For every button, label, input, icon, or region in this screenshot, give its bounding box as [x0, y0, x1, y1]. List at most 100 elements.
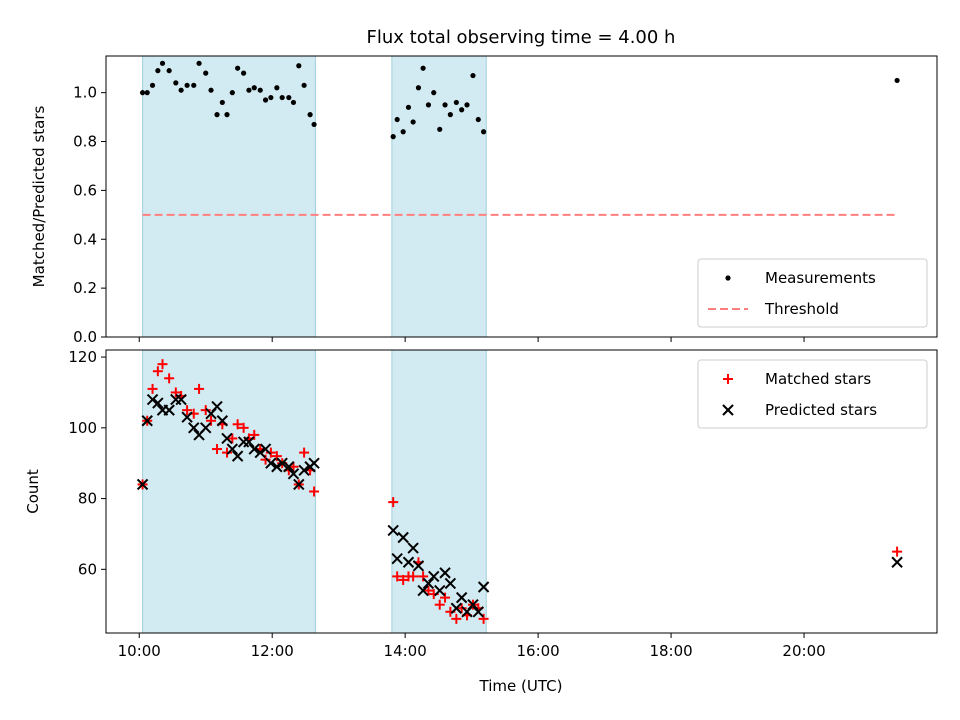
data-point-0-0-31 — [311, 121, 317, 128]
data-point-0-0-50 — [894, 77, 900, 84]
data-point-1-1-36 — [407, 542, 419, 554]
legend-label-1-1: Predicted stars — [765, 401, 877, 419]
data-point-0-0-2 — [149, 82, 156, 88]
data-point-1-0-17 — [232, 419, 243, 430]
legend-0: Measurements Threshold — [697, 258, 928, 328]
shaded-interval-0-0 — [142, 55, 316, 338]
data-point-1-0-44 — [451, 613, 462, 624]
data-point-1-0-2 — [147, 383, 158, 394]
data-point-0-0-27 — [290, 99, 297, 106]
data-point-0-0-47 — [470, 72, 476, 79]
data-point-0-0-46 — [464, 102, 470, 108]
data-point-1-1-34 — [397, 531, 409, 544]
data-point-1-1-35 — [402, 556, 415, 568]
data-point-0-0-4 — [159, 60, 166, 66]
y-axis-label-0: Matched/Predicted stars — [30, 106, 48, 288]
data-point-1-1-39 — [422, 577, 435, 590]
data-point-1-0-31 — [309, 486, 320, 497]
legend-marker-0-0 — [725, 275, 731, 281]
data-point-1-1-0 — [136, 478, 149, 491]
data-point-0-0-39 — [425, 102, 432, 108]
data-point-0-0-45 — [459, 107, 465, 113]
legend-label-0-1: Threshold — [764, 300, 839, 318]
x-tick-label-4: 18:00 — [649, 642, 692, 660]
data-point-1-0-39 — [423, 585, 434, 596]
y-tick-label-0-1: 0.2 — [73, 279, 97, 297]
data-point-0-0-32 — [390, 134, 396, 140]
data-point-0-0-35 — [405, 104, 412, 110]
data-point-1-1-21 — [254, 446, 266, 459]
data-point-1-1-41 — [434, 584, 446, 597]
data-point-1-0-33 — [392, 571, 403, 582]
data-point-1-1-17 — [231, 450, 244, 462]
data-point-0-0-26 — [286, 94, 292, 101]
data-point-1-1-38 — [417, 584, 429, 597]
data-point-1-1-48 — [472, 606, 484, 618]
data-point-0-0-0 — [139, 90, 146, 96]
data-point-1-0-41 — [434, 599, 445, 610]
data-point-1-0-18 — [238, 422, 249, 433]
data-point-0-0-21 — [257, 87, 263, 93]
y-tick-label-0-0: 0.0 — [73, 328, 97, 346]
x-tick-label-1: 12:00 — [251, 642, 294, 660]
data-point-0-0-43 — [447, 112, 453, 118]
data-point-0-0-11 — [203, 70, 209, 76]
legend-marker-1-1 — [722, 404, 734, 416]
y-tick-label-1-2: 100 — [68, 419, 97, 437]
y-tick-label-1-1: 80 — [78, 490, 97, 508]
data-point-1-0-3 — [152, 366, 163, 377]
series-0-0 — [139, 60, 900, 140]
x-tick-label-5: 20:00 — [782, 642, 825, 660]
data-point-1-0-22 — [260, 454, 271, 465]
legend-label-0-0: Measurements — [765, 269, 876, 287]
data-point-1-1-8 — [181, 411, 193, 423]
shaded-interval-1-0 — [142, 349, 316, 634]
legend-marker-1-0 — [723, 374, 733, 384]
legend-label-1-0: Matched stars — [765, 370, 871, 388]
data-point-0-0-23 — [268, 94, 274, 101]
data-point-0-0-10 — [196, 60, 202, 66]
series-1-1 — [136, 393, 903, 618]
data-point-0-0-49 — [481, 129, 487, 135]
data-point-1-1-47 — [467, 598, 479, 611]
data-point-1-1-25 — [276, 457, 288, 469]
data-point-1-0-13 — [212, 444, 223, 455]
x-axis-label: Time (UTC) — [479, 677, 563, 695]
data-point-1-0-24 — [271, 451, 282, 462]
data-point-0-0-33 — [394, 116, 400, 123]
data-point-1-0-5 — [164, 373, 175, 384]
data-point-1-1-32 — [387, 524, 399, 537]
data-point-1-1-3 — [152, 397, 164, 409]
data-point-1-1-33 — [391, 553, 403, 565]
data-point-0-0-20 — [251, 85, 257, 91]
legend-1: Matched stars Predicted stars — [697, 359, 928, 429]
data-point-1-1-14 — [216, 415, 229, 427]
x-tick-label-2: 14:00 — [384, 642, 427, 660]
data-point-0-0-7 — [178, 87, 184, 93]
legend-box-1 — [697, 359, 928, 429]
data-point-1-1-22 — [259, 443, 272, 455]
data-point-1-1-1 — [141, 415, 153, 427]
data-point-0-0-3 — [155, 68, 161, 74]
data-point-0-0-25 — [279, 94, 285, 101]
data-point-0-0-40 — [431, 90, 437, 96]
data-point-1-0-15 — [221, 447, 232, 458]
data-point-1-0-50 — [892, 546, 903, 557]
data-point-0-0-19 — [246, 87, 252, 93]
y-tick-label-0-4: 0.8 — [73, 133, 97, 151]
data-point-1-0-11 — [200, 405, 211, 416]
data-point-0-0-15 — [224, 112, 230, 118]
legend-box-0 — [697, 258, 928, 328]
axes-frame-1 — [105, 349, 938, 634]
data-point-0-0-42 — [442, 102, 448, 108]
top-panel: 0.0 0.2 0.4 0.6 0.8 1.0 Matched/Predicted star… — [30, 55, 938, 346]
data-point-0-0-24 — [274, 85, 280, 91]
data-point-1-0-38 — [418, 571, 429, 582]
data-point-0-0-38 — [420, 65, 426, 71]
data-point-1-1-13 — [211, 400, 223, 413]
data-point-1-1-50 — [891, 556, 903, 568]
data-point-0-0-1 — [144, 90, 150, 96]
data-point-1-1-24 — [271, 461, 283, 473]
data-point-1-1-26 — [283, 461, 295, 473]
data-point-1-1-23 — [265, 457, 277, 469]
